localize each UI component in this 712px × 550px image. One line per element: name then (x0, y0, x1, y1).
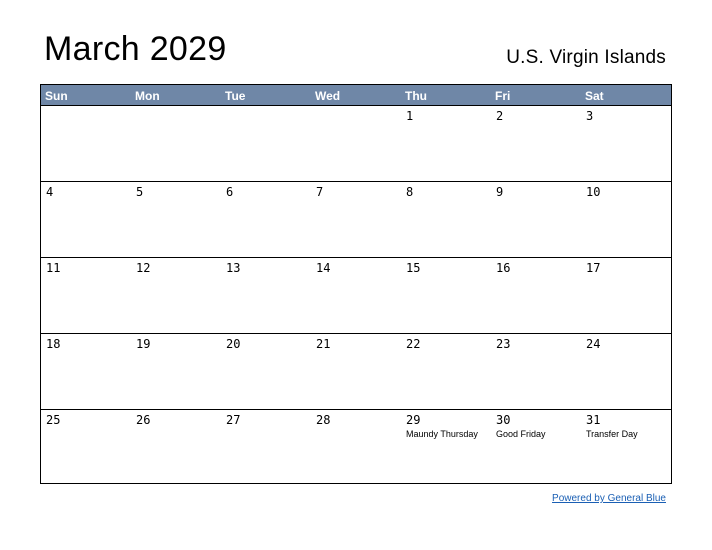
day-number: 30 (496, 413, 511, 427)
day-cell: 1 (401, 106, 491, 181)
holiday-label: Transfer Day (586, 429, 638, 439)
day-cell (41, 106, 131, 181)
day-number: 1 (406, 109, 414, 123)
day-number: 25 (46, 413, 61, 427)
day-cell: 13 (221, 258, 311, 333)
day-cell: 25 (41, 410, 131, 487)
day-cell (311, 106, 401, 181)
day-number: 20 (226, 337, 241, 351)
day-number: 7 (316, 185, 324, 199)
day-cell: 24 (581, 334, 671, 409)
day-cell: 4 (41, 182, 131, 257)
week-row: 11 12 13 14 15 16 17 (41, 258, 671, 334)
day-cell: 10 (581, 182, 671, 257)
week-row: 4 5 6 7 8 9 10 (41, 182, 671, 258)
day-cell: 21 (311, 334, 401, 409)
day-number: 16 (496, 261, 511, 275)
weekday-wed: Wed (315, 89, 341, 103)
holiday-label: Maundy Thursday (406, 429, 478, 439)
day-number: 21 (316, 337, 331, 351)
day-number: 3 (586, 109, 594, 123)
weekday-thu: Thu (405, 89, 427, 103)
day-cell: 26 (131, 410, 221, 487)
weekday-sat: Sat (585, 89, 604, 103)
day-number: 14 (316, 261, 331, 275)
day-cell: 2 (491, 106, 581, 181)
day-cell: 6 (221, 182, 311, 257)
day-cell: 23 (491, 334, 581, 409)
day-cell: 11 (41, 258, 131, 333)
weekday-tue: Tue (225, 89, 246, 103)
day-number: 13 (226, 261, 241, 275)
day-cell: 9 (491, 182, 581, 257)
weekday-fri: Fri (495, 89, 511, 103)
day-cell: 14 (311, 258, 401, 333)
day-number: 19 (136, 337, 151, 351)
day-cell: 27 (221, 410, 311, 487)
day-cell: 20 (221, 334, 311, 409)
day-number: 23 (496, 337, 511, 351)
day-cell: 31 Transfer Day (581, 410, 671, 487)
day-number: 31 (586, 413, 601, 427)
day-number: 22 (406, 337, 421, 351)
day-cell: 29 Maundy Thursday (401, 410, 491, 487)
day-number: 5 (136, 185, 144, 199)
day-cell: 19 (131, 334, 221, 409)
weekday-sun: Sun (45, 89, 68, 103)
day-cell: 5 (131, 182, 221, 257)
day-number: 11 (46, 261, 61, 275)
day-number: 24 (586, 337, 601, 351)
day-number: 12 (136, 261, 151, 275)
weekday-header-row: Sun Mon Tue Wed Thu Fri Sat (41, 85, 671, 106)
day-cell: 18 (41, 334, 131, 409)
day-number: 29 (406, 413, 421, 427)
day-cell (221, 106, 311, 181)
holiday-label: Good Friday (496, 429, 546, 439)
day-number: 4 (46, 185, 54, 199)
day-number: 18 (46, 337, 61, 351)
day-number: 27 (226, 413, 241, 427)
day-number: 10 (586, 185, 601, 199)
region-label: U.S. Virgin Islands (506, 47, 666, 68)
day-number: 2 (496, 109, 504, 123)
day-cell: 28 (311, 410, 401, 487)
day-cell: 8 (401, 182, 491, 257)
week-row: 25 26 27 28 29 Maundy Thursday 30 Good Friday 31… (41, 410, 671, 487)
weekday-mon: Mon (135, 89, 160, 103)
day-cell: 16 (491, 258, 581, 333)
week-row: 1 2 3 (41, 106, 671, 182)
day-cell: 17 (581, 258, 671, 333)
day-number: 15 (406, 261, 421, 275)
week-row: 18 19 20 21 22 23 24 (41, 334, 671, 410)
day-number: 9 (496, 185, 504, 199)
day-cell: 30 Good Friday (491, 410, 581, 487)
weeks-container: 1 2 3 4 5 6 7 8 9 10 11 12 13 14 15 16 17 18 19 20 21 22 23 24 2… (41, 106, 671, 487)
page-title: March 2029 (44, 30, 227, 68)
day-cell: 3 (581, 106, 671, 181)
day-cell: 12 (131, 258, 221, 333)
day-number: 8 (406, 185, 414, 199)
day-cell: 15 (401, 258, 491, 333)
day-cell: 7 (311, 182, 401, 257)
day-cell (131, 106, 221, 181)
day-number: 28 (316, 413, 331, 427)
day-number: 6 (226, 185, 234, 199)
powered-by-link[interactable]: Powered by General Blue (552, 493, 666, 504)
day-number: 26 (136, 413, 151, 427)
calendar-grid: Sun Mon Tue Wed Thu Fri Sat 1 2 3 4 5 6 7 8 9 10 1… (40, 84, 672, 484)
day-number: 17 (586, 261, 601, 275)
day-cell: 22 (401, 334, 491, 409)
